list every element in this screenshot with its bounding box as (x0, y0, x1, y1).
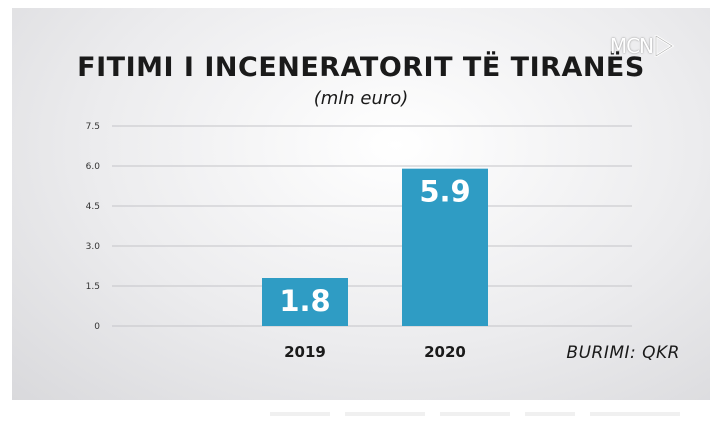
bar-chart: 0 1.5 3.0 4.5 6.0 7.5 1.8 2019 5.9 2020 (86, 122, 632, 361)
bottom-strip (440, 412, 510, 416)
chart-title: FITIMI I INCENERATORIT TË TIRANËS (77, 52, 645, 83)
y-tick-label: 3.0 (86, 242, 101, 252)
bottom-strip (345, 412, 425, 416)
logo-text: MCN (609, 34, 654, 58)
bar (402, 168, 488, 326)
source-label: BURIMI: QKR (566, 343, 680, 363)
bottom-strip (590, 412, 680, 416)
y-tick-label: 0 (94, 322, 100, 332)
x-tick-label: 2019 (284, 343, 326, 361)
bar-value-label: 5.9 (419, 175, 470, 209)
chart-subtitle: (mln euro) (313, 88, 409, 109)
bottom-strip (525, 412, 575, 416)
bottom-strip (270, 412, 330, 416)
chart-panel: FITIMI I INCENERATORIT TË TIRANËS (mln e… (12, 8, 710, 400)
bar (262, 278, 348, 326)
y-tick-label: 6.0 (86, 162, 101, 172)
x-tick-label: 2020 (424, 343, 466, 361)
y-tick-label: 7.5 (86, 122, 100, 132)
y-tick-label: 1.5 (86, 282, 100, 292)
play-icon (654, 35, 674, 57)
bar-value-label: 1.8 (279, 284, 330, 318)
y-tick-label: 4.5 (86, 202, 100, 212)
mcn-logo: MCN (610, 34, 674, 58)
